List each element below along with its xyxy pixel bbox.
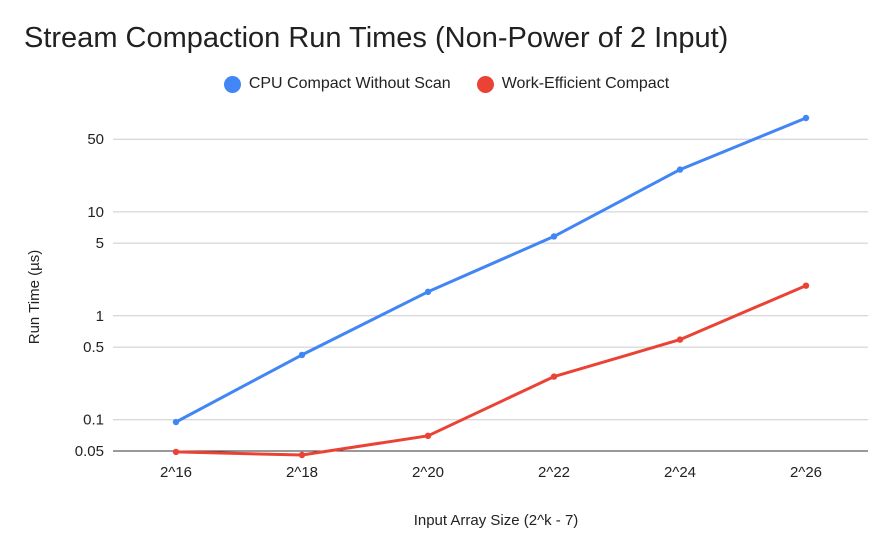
x-tick-label: 2^22 xyxy=(538,464,570,481)
data-point[interactable] xyxy=(424,288,432,296)
data-point[interactable] xyxy=(802,114,810,122)
x-tick-label: 2^24 xyxy=(664,464,696,481)
data-point[interactable] xyxy=(298,451,306,459)
series-lines xyxy=(172,114,810,459)
legend: CPU Compact Without Scan Work-Efficient … xyxy=(0,71,893,97)
chart-title: Stream Compaction Run Times (Non-Power o… xyxy=(24,22,729,54)
series-line xyxy=(174,284,808,457)
data-point[interactable] xyxy=(550,373,558,380)
x-axis-title: Input Array Size (2^k - 7) xyxy=(414,512,579,529)
x-axis-ticks: 2^16 2^18 2^20 2^22 2^24 2^26 xyxy=(160,464,822,481)
data-point[interactable] xyxy=(550,233,558,240)
series-1 xyxy=(172,282,810,459)
data-point[interactable] xyxy=(676,336,684,343)
legend-item-series-1[interactable]: Work-Efficient Compact xyxy=(476,75,670,93)
y-tick-label: 1 xyxy=(96,308,104,325)
y-tick-label: 0.1 xyxy=(83,412,104,429)
data-point[interactable] xyxy=(802,282,810,289)
data-point[interactable] xyxy=(424,432,432,440)
data-point[interactable] xyxy=(172,418,180,426)
series-line xyxy=(174,116,808,424)
y-tick-label: 10 xyxy=(87,204,104,221)
x-tick-label: 2^18 xyxy=(286,464,318,481)
y-axis-ticks: 0.05 0.1 0.5 1 5 10 50 xyxy=(75,131,104,460)
series-0 xyxy=(172,114,810,426)
legend-label-series-1: Work-Efficient Compact xyxy=(501,75,670,92)
gridlines xyxy=(113,138,868,452)
y-tick-label: 50 xyxy=(87,131,104,148)
legend-marker-series-1 xyxy=(476,75,494,93)
data-point[interactable] xyxy=(172,448,180,456)
x-tick-label: 2^26 xyxy=(790,464,822,481)
data-point[interactable] xyxy=(676,166,684,173)
x-tick-label: 2^20 xyxy=(412,464,444,481)
y-tick-label: 0.5 xyxy=(83,339,104,356)
legend-item-series-0[interactable]: CPU Compact Without Scan xyxy=(223,75,451,93)
legend-label-series-0: CPU Compact Without Scan xyxy=(248,75,451,92)
x-tick-label: 2^16 xyxy=(160,464,192,481)
legend-marker-series-0 xyxy=(223,75,241,93)
y-tick-label: 5 xyxy=(96,235,104,252)
y-axis-title: Run Time (µs) xyxy=(26,250,43,345)
data-point[interactable] xyxy=(298,351,306,359)
y-tick-label: 0.05 xyxy=(75,443,104,460)
